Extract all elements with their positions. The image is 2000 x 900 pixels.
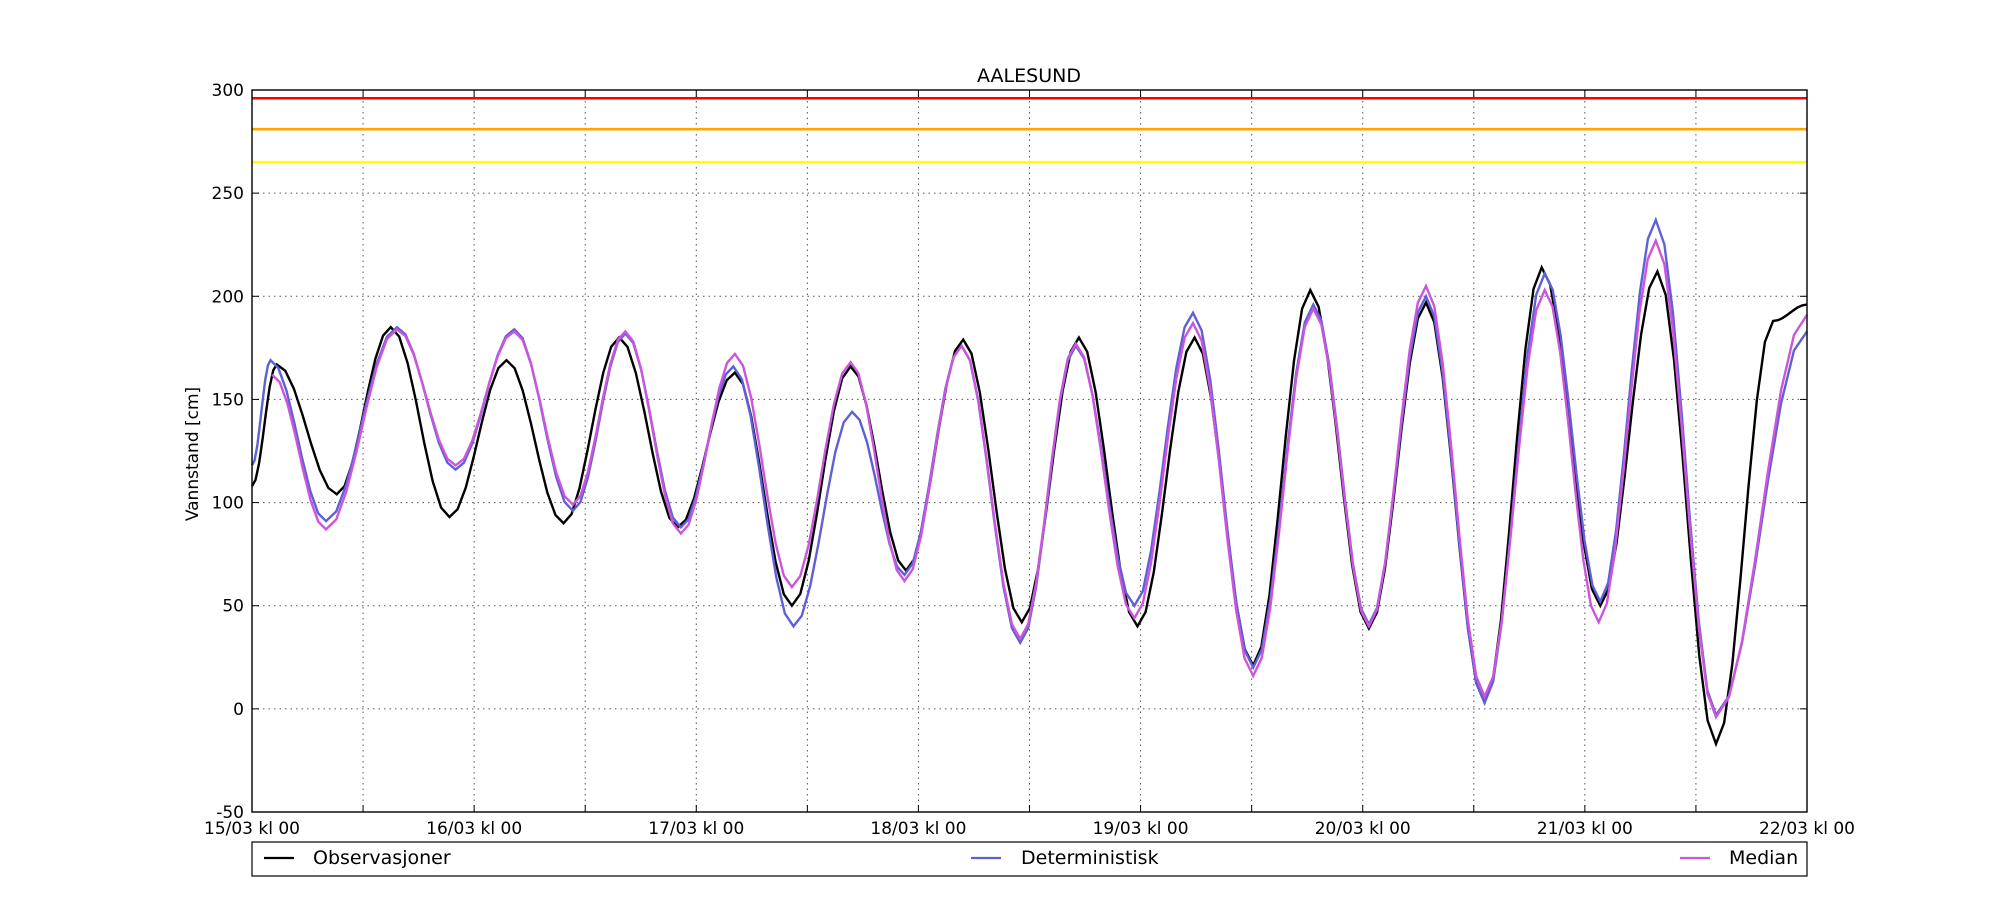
legend-label-observasjoner: Observasjoner [313,847,451,869]
y-axis-label: Vannstand [cm] [183,387,203,521]
threshold-lines [252,96,1807,164]
series-line-median [271,237,1809,720]
x-tick-label: 17/03 kl 00 [648,819,744,839]
y-tick-label: 250 [212,184,244,204]
legend-label-median: Median [1729,847,1798,869]
legend-label-deterministisk: Deterministisk [1021,847,1159,869]
legend: Observasjoner Deterministisk Median [251,841,1808,877]
series-layer [250,216,1809,748]
grid-layer [252,90,1807,812]
y-tick-label: 150 [212,390,244,410]
legend-box [251,841,1808,877]
y-tick-label: 0 [233,700,244,720]
chart-title: AALESUND [977,65,1081,87]
y-tick-label: 100 [212,494,244,514]
x-axis-ticks: 15/03 kl 00 16/03 kl 00 17/03 kl 00 18/03 k… [204,90,1855,839]
y-tick-label: 300 [212,81,244,101]
x-tick-label: 19/03 kl 00 [1093,819,1189,839]
y-tick-label: 50 [222,597,244,617]
x-tick-label: 15/03 kl 00 [204,819,300,839]
x-tick-label: 21/03 kl 00 [1537,819,1633,839]
x-tick-label: 20/03 kl 00 [1315,819,1411,839]
x-tick-label: 18/03 kl 00 [870,819,966,839]
y-tick-label: 200 [212,287,244,307]
x-tick-label: 16/03 kl 00 [426,819,522,839]
x-tick-label: 22/03 kl 00 [1759,819,1855,839]
y-axis-ticks: -50 0 50 100 150 200 250 300 [212,81,1807,823]
y-tick-label: -50 [216,803,244,823]
